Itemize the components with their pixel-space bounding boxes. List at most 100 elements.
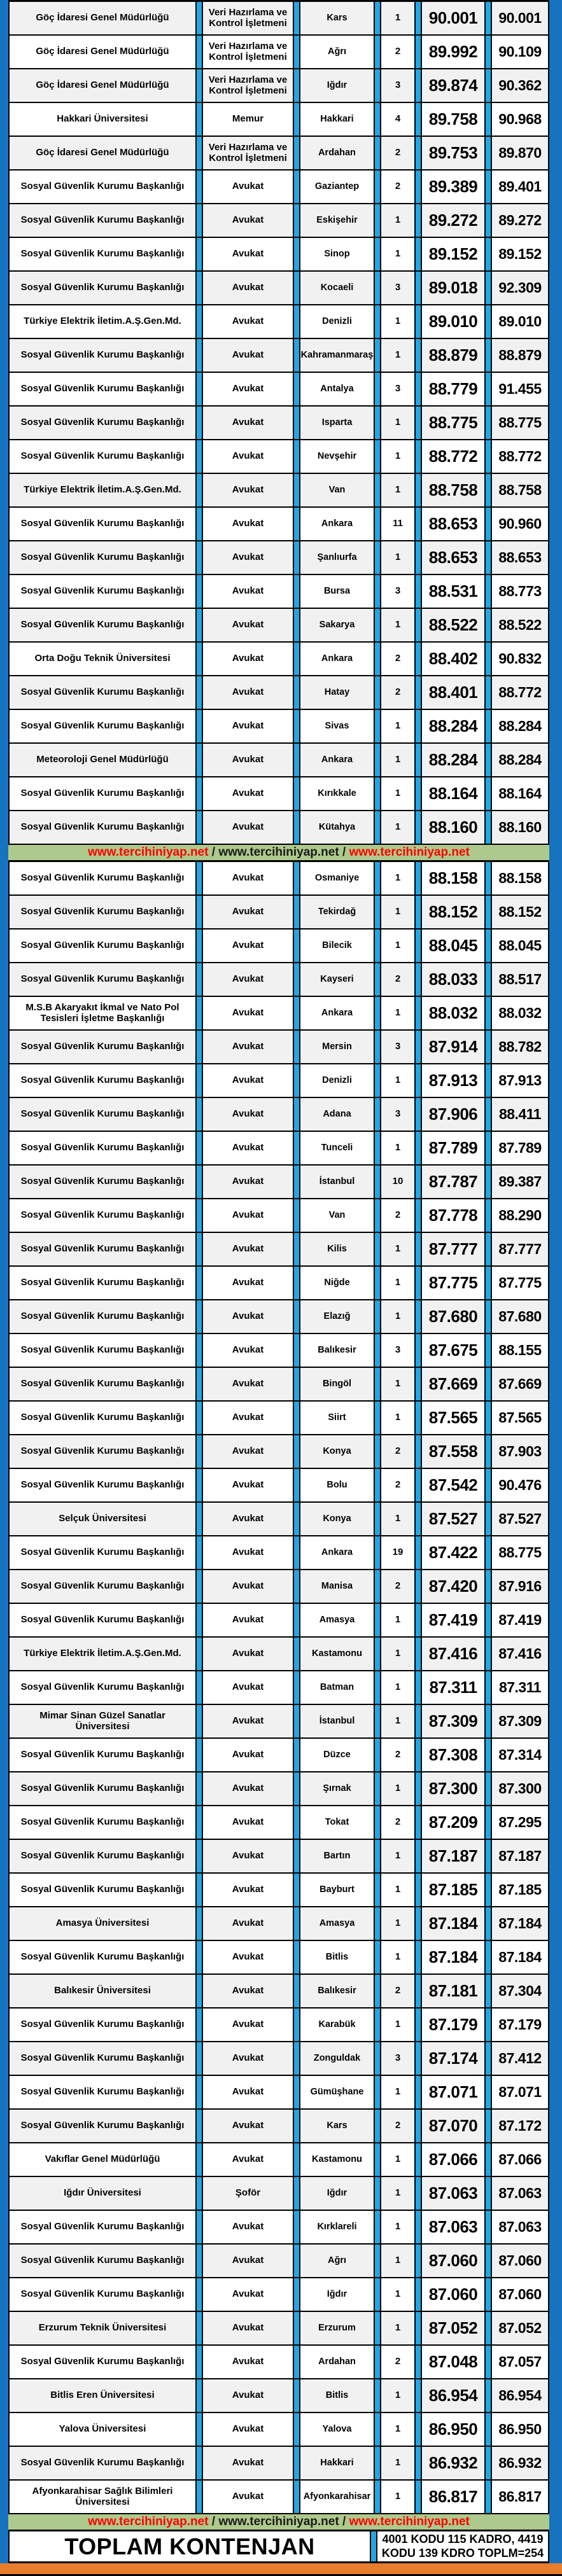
banner-url-text: www.tercihiniyap.net: [349, 2515, 470, 2528]
city-cell: Iğdır: [299, 2278, 375, 2311]
table-row: Sosyal Güvenlik Kurumu Başkanlığı Avukat S…: [8, 710, 549, 744]
institution-cell: Vakıflar Genel Müdürlüğü: [8, 2143, 197, 2176]
score2-cell: 87.916: [491, 1570, 549, 1603]
position-cell: Avukat: [202, 1570, 294, 1603]
score1-cell: 87.184: [421, 1907, 486, 1940]
score1-cell: 88.879: [421, 339, 486, 372]
score1-cell: 87.527: [421, 1503, 486, 1535]
city-cell: Kastamonu: [299, 2143, 375, 2176]
score2-cell: 87.300: [491, 1772, 549, 1805]
count-cell: 1: [380, 1941, 416, 1974]
count-cell: 2: [380, 963, 416, 996]
city-cell: Bayburt: [299, 1874, 375, 1906]
score1-cell: 87.063: [421, 2211, 486, 2243]
city-cell: Gümüşhane: [299, 2076, 375, 2108]
institution-cell: Afyonkarahisar Sağlık Bilimleri Üniversi…: [8, 2481, 197, 2513]
table-row: Sosyal Güvenlik Kurumu Başkanlığı Avukat K…: [8, 272, 549, 305]
table-row: Vakıflar Genel Müdürlüğü Avukat Kastamonu 1…: [8, 2143, 549, 2177]
position-cell: Avukat: [202, 1334, 294, 1367]
score1-cell: 86.817: [421, 2481, 486, 2513]
table-row: Sosyal Güvenlik Kurumu Başkanlığı Avukat M…: [8, 1570, 549, 1604]
count-cell: 1: [380, 2447, 416, 2479]
table-row: Mimar Sinan Güzel Sanatlar Üniversitesi A…: [8, 1705, 549, 1739]
placement-table: Göç İdaresi Genel Müdürlüğü Veri Hazırlam…: [8, 0, 549, 2563]
position-cell: Avukat: [202, 2110, 294, 2142]
score1-cell: 86.932: [421, 2447, 486, 2479]
institution-cell: Sosyal Güvenlik Kurumu Başkanlığı: [8, 1469, 197, 1501]
position-cell: Avukat: [202, 2245, 294, 2277]
table-row: Erzurum Teknik Üniversitesi Avukat Erzurum…: [8, 2312, 549, 2346]
count-cell: 2: [380, 171, 416, 203]
score2-cell: 89.272: [491, 204, 549, 237]
institution-cell: Sosyal Güvenlik Kurumu Başkanlığı: [8, 272, 197, 304]
score1-cell: 88.653: [421, 508, 486, 540]
position-cell: Veri Hazırlama ve Kontrol İşletmeni: [202, 137, 294, 169]
score2-cell: 90.476: [491, 1469, 549, 1501]
score1-cell: 87.060: [421, 2245, 486, 2277]
city-cell: Gaziantep: [299, 171, 375, 203]
table-row: Sosyal Güvenlik Kurumu Başkanlığı Avukat I…: [8, 2278, 549, 2312]
position-cell: Avukat: [202, 609, 294, 641]
count-cell: 1: [380, 1503, 416, 1535]
score1-cell: 87.542: [421, 1469, 486, 1501]
table-row: Sosyal Güvenlik Kurumu Başkanlığı Avukat V…: [8, 1199, 549, 1233]
institution-cell: Sosyal Güvenlik Kurumu Başkanlığı: [8, 2110, 197, 2142]
institution-cell: Sosyal Güvenlik Kurumu Başkanlığı: [8, 676, 197, 709]
institution-cell: Sosyal Güvenlik Kurumu Başkanlığı: [8, 710, 197, 742]
score2-cell: 87.172: [491, 2110, 549, 2142]
position-cell: Avukat: [202, 929, 294, 962]
city-cell: Manisa: [299, 1570, 375, 1603]
score1-cell: 87.777: [421, 1233, 486, 1265]
position-cell: Avukat: [202, 1671, 294, 1704]
count-cell: 2: [380, 1739, 416, 1771]
institution-cell: Sosyal Güvenlik Kurumu Başkanlığı: [8, 2076, 197, 2108]
position-cell: Avukat: [202, 1975, 294, 2007]
score2-cell: 88.758: [491, 474, 549, 506]
position-cell: Avukat: [202, 2278, 294, 2311]
banner-url-text: www.tercihiniyap.net: [88, 2515, 209, 2528]
institution-cell: Sosyal Güvenlik Kurumu Başkanlığı: [8, 929, 197, 962]
score2-cell: 89.152: [491, 238, 549, 270]
city-cell: Şanlıurfa: [299, 541, 375, 574]
score2-cell: 87.071: [491, 2076, 549, 2108]
position-cell: Avukat: [202, 1064, 294, 1097]
city-cell: Konya: [299, 1503, 375, 1535]
total-summary-line-1: 4001 KODU 115 KADRO, 4419: [382, 2532, 544, 2545]
institution-cell: Türkiye Elektrik İletim.A.Ş.Gen.Md.: [8, 305, 197, 338]
institution-cell: Orta Doğu Teknik Üniversitesi: [8, 643, 197, 675]
score2-cell: 88.158: [491, 862, 549, 895]
score1-cell: 88.152: [421, 896, 486, 928]
city-cell: Tokat: [299, 1806, 375, 1839]
banner-url-text: www.tercihiniyap.net: [88, 846, 209, 859]
score2-cell: 87.063: [491, 2211, 549, 2243]
score2-cell: 87.309: [491, 1705, 549, 1737]
count-cell: 3: [380, 1098, 416, 1131]
position-cell: Avukat: [202, 305, 294, 338]
position-cell: Avukat: [202, 963, 294, 996]
score1-cell: 89.010: [421, 305, 486, 338]
table-row: Sosyal Güvenlik Kurumu Başkanlığı Avukat H…: [8, 2447, 549, 2481]
institution-cell: Sosyal Güvenlik Kurumu Başkanlığı: [8, 575, 197, 608]
table-row: Sosyal Güvenlik Kurumu Başkanlığı Avukat T…: [8, 896, 549, 929]
position-cell: Avukat: [202, 474, 294, 506]
count-cell: 1: [380, 1604, 416, 1636]
score1-cell: 88.522: [421, 609, 486, 641]
score2-cell: 88.879: [491, 339, 549, 372]
score2-cell: 88.155: [491, 1334, 549, 1367]
score2-cell: 87.187: [491, 1840, 549, 1872]
city-cell: Balıkesir: [299, 1334, 375, 1367]
city-cell: Erzurum: [299, 2312, 375, 2344]
city-cell: Ağrı: [299, 36, 375, 68]
city-cell: Ardahan: [299, 137, 375, 169]
institution-cell: Meteoroloji Genel Müdürlüğü: [8, 744, 197, 776]
table-row: Balıkesir Üniversitesi Avukat Balıkesir 2 87…: [8, 1975, 549, 2009]
institution-cell: Sosyal Güvenlik Kurumu Başkanlığı: [8, 171, 197, 203]
score1-cell: 87.914: [421, 1031, 486, 1063]
city-cell: Şırnak: [299, 1772, 375, 1805]
count-cell: 1: [380, 339, 416, 372]
count-cell: 1: [380, 609, 416, 641]
score2-cell: 88.284: [491, 744, 549, 776]
city-cell: İstanbul: [299, 1166, 375, 1198]
score2-cell: 88.773: [491, 575, 549, 608]
total-label: TOPLAM KONTENJAN: [8, 2531, 371, 2561]
